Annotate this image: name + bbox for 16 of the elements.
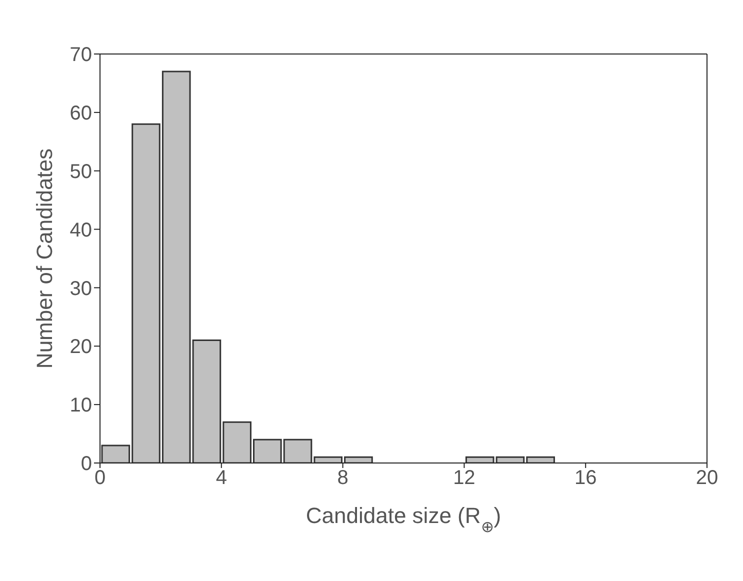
y-tick-label: 10 — [70, 394, 92, 417]
x-tick-label: 20 — [696, 467, 718, 490]
y-tick-label: 50 — [70, 160, 92, 183]
x-tick-label: 4 — [216, 467, 227, 490]
y-tick-label: 20 — [70, 336, 92, 358]
y-tick-label: 0 — [80, 453, 92, 476]
x-tick-label: 8 — [337, 467, 348, 490]
x-axis-title: Candidate size (R$_{⊕}$) — [306, 503, 502, 536]
x-tick-label: 12 — [453, 467, 476, 490]
y-tick-label: 70 — [70, 44, 92, 66]
y-axis-title: Number of Candidates — [32, 148, 57, 369]
x-tick-label: 0 — [94, 467, 106, 490]
y-tick-label: 30 — [70, 278, 92, 300]
x-tick-label: 16 — [574, 467, 597, 490]
y-tick-label: 60 — [70, 102, 92, 125]
y-tick-label: 40 — [70, 219, 92, 242]
